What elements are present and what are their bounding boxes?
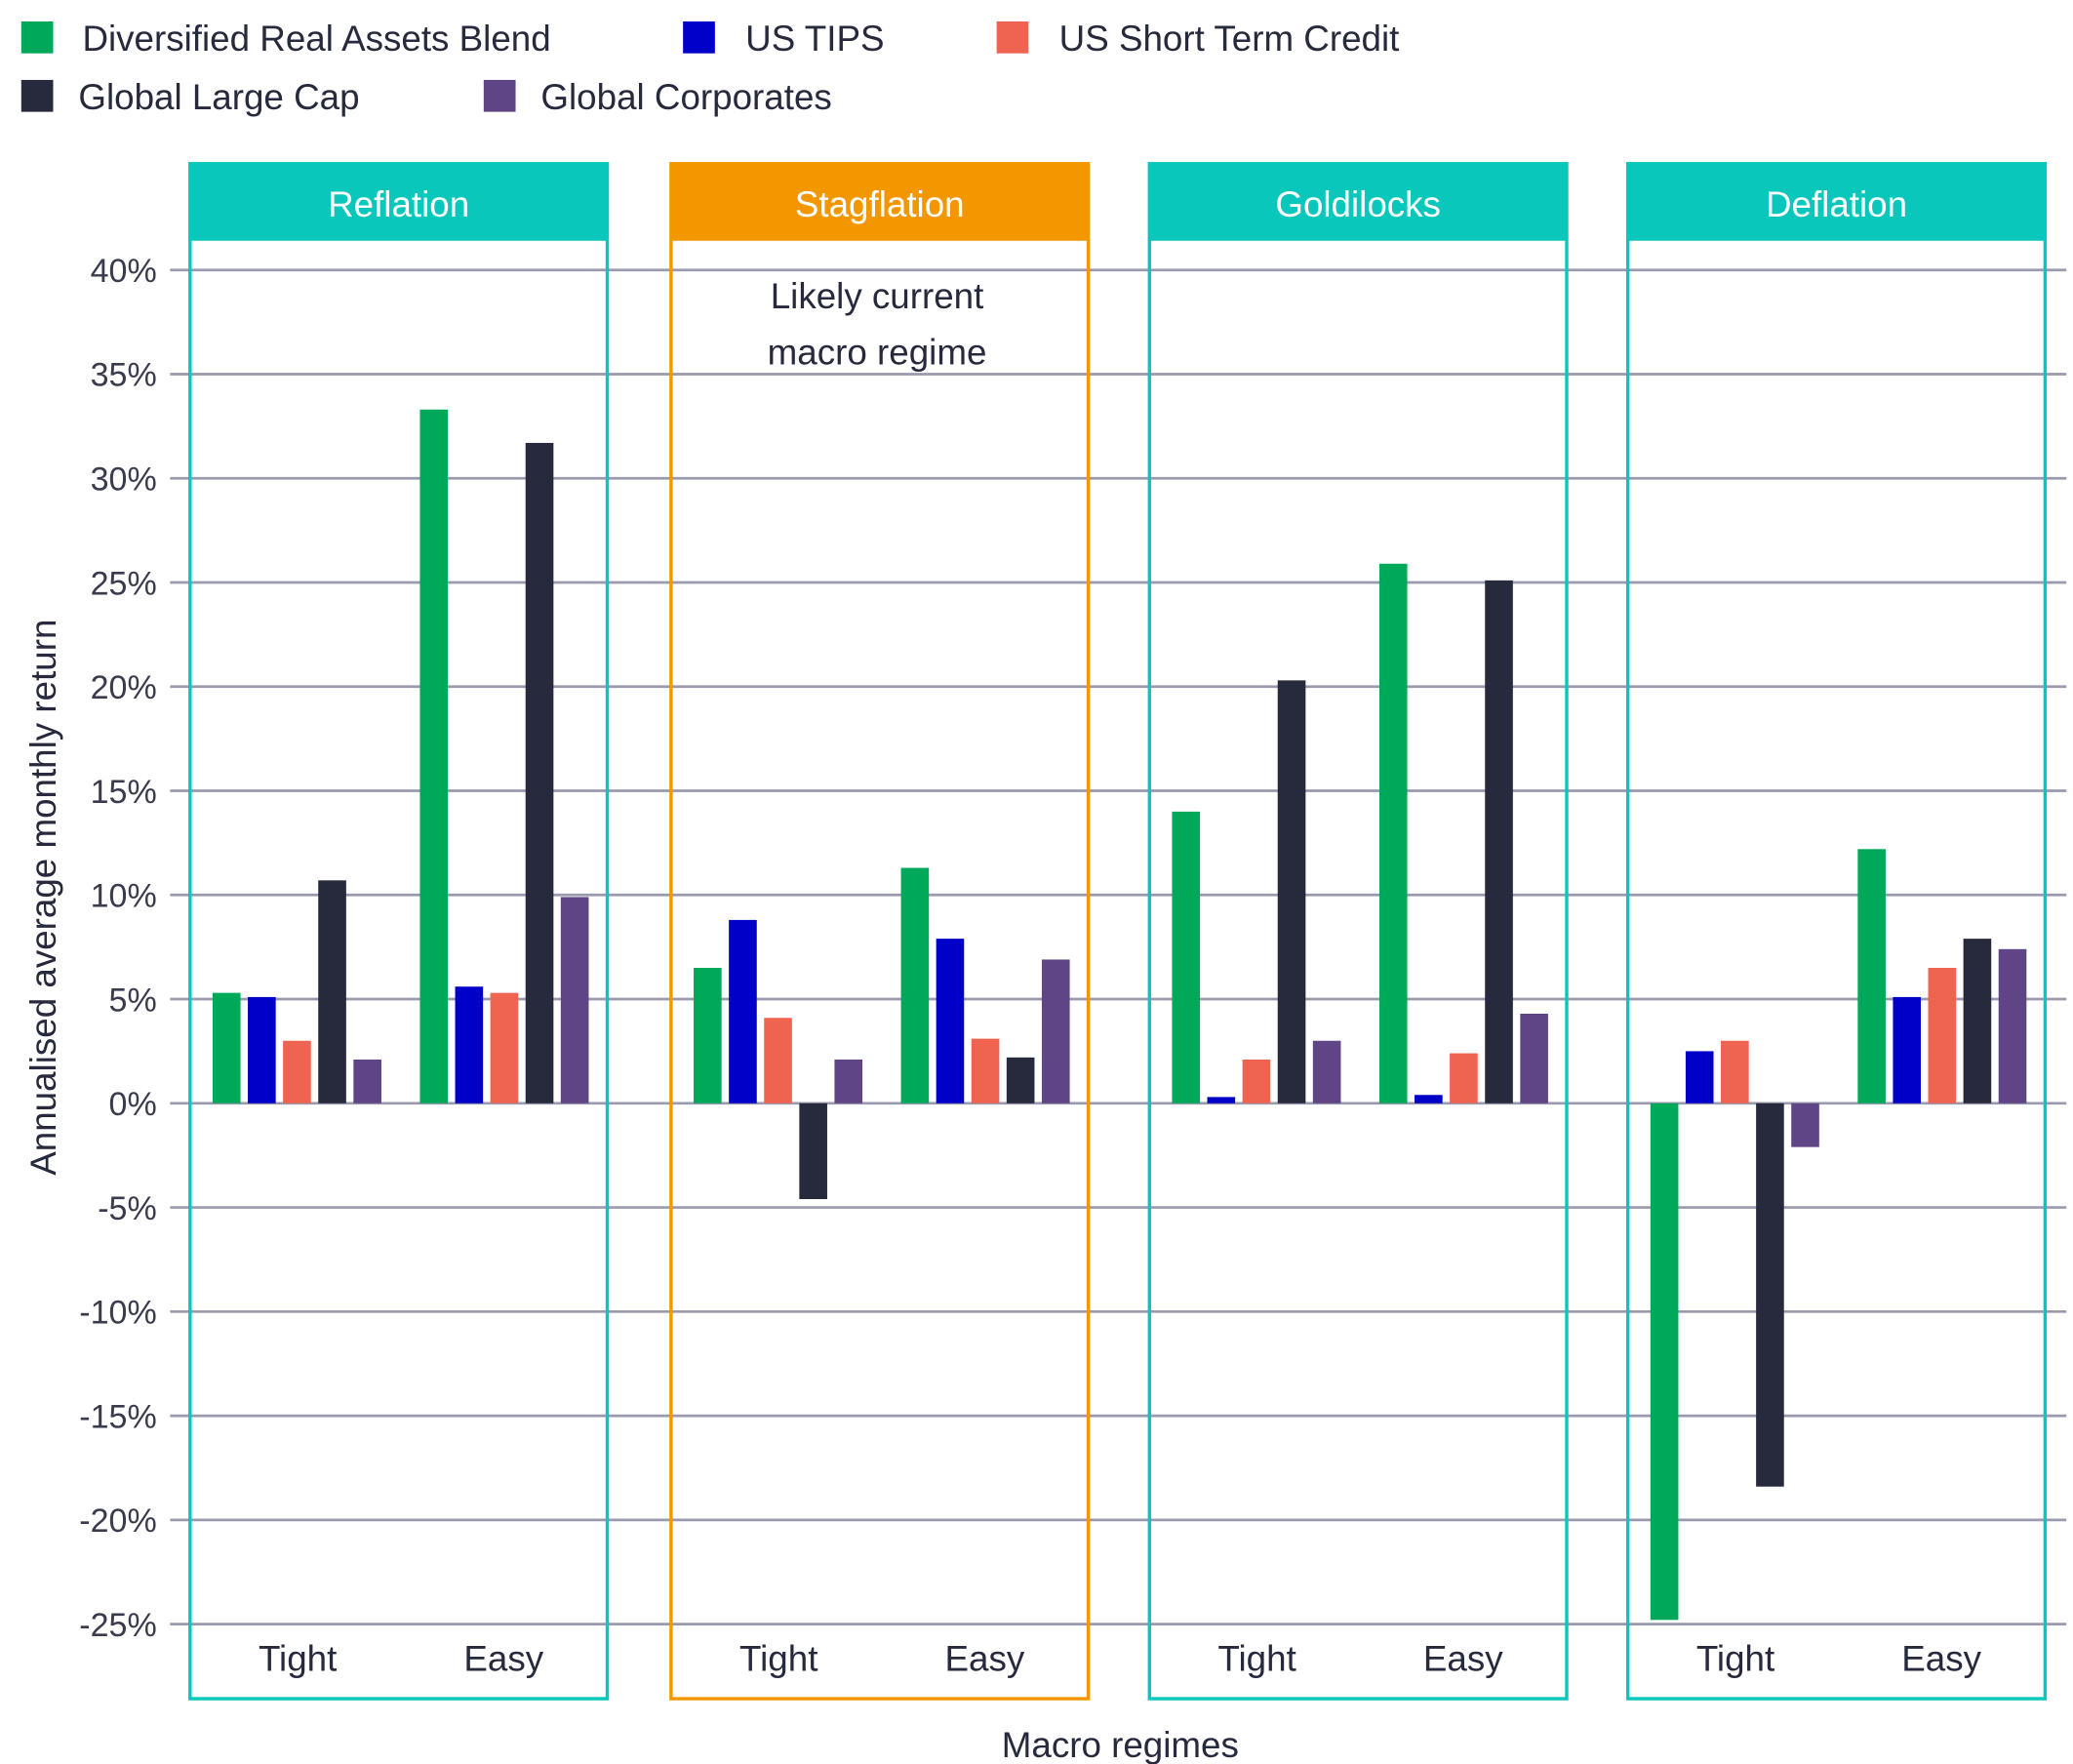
bar — [1378, 563, 1408, 1103]
x-category-label: Tight — [259, 1638, 337, 1678]
bar — [1277, 680, 1306, 1103]
bar — [1207, 1097, 1236, 1103]
y-tick-label: 0% — [109, 1086, 157, 1123]
y-tick-label: 10% — [91, 878, 157, 915]
bar — [1756, 1102, 1784, 1487]
bar — [799, 1102, 827, 1200]
legend-label: US TIPS — [745, 19, 884, 59]
bar — [1998, 948, 2027, 1103]
bar — [936, 939, 965, 1103]
bar — [900, 867, 930, 1103]
y-tick-label: 20% — [91, 669, 157, 706]
bar — [1520, 1013, 1548, 1103]
regime-header — [1149, 163, 1568, 241]
legend-swatch — [996, 20, 1029, 54]
legend-swatch — [20, 20, 54, 54]
bar — [1928, 968, 1957, 1103]
bar — [834, 1059, 863, 1103]
bar — [248, 996, 276, 1103]
bar — [1685, 1051, 1714, 1103]
annotation-text: Likely current — [771, 276, 984, 316]
bar — [1721, 1040, 1749, 1103]
x-category-label: Tight — [1696, 1638, 1774, 1678]
x-category-label: Easy — [945, 1638, 1025, 1678]
legend-swatch — [683, 20, 715, 54]
x-axis-title: Macro regimes — [1002, 1725, 1239, 1764]
legend-swatch — [20, 79, 54, 112]
bar — [1893, 996, 1922, 1103]
bar — [729, 919, 757, 1103]
y-tick-label: -25% — [79, 1607, 156, 1644]
regime-header — [1627, 163, 2046, 241]
regime-label: Goldilocks — [1275, 184, 1441, 224]
y-tick-label: 35% — [91, 357, 157, 394]
legend-label: Global Large Cap — [78, 77, 359, 117]
y-tick-label: 15% — [91, 774, 157, 811]
x-category-label: Tight — [739, 1638, 817, 1678]
y-tick-label: 25% — [91, 565, 157, 602]
x-category-label: Easy — [1423, 1638, 1503, 1678]
y-axis-title: Annualised average monthly return — [23, 620, 63, 1176]
bar — [1791, 1102, 1819, 1147]
bar — [694, 968, 722, 1103]
y-tick-label: -20% — [79, 1503, 156, 1540]
bar — [283, 1040, 311, 1103]
bar — [318, 880, 346, 1103]
bar — [1450, 1053, 1478, 1103]
bar — [1006, 1057, 1035, 1103]
y-tick-label: 30% — [91, 461, 157, 498]
bar — [1312, 1040, 1341, 1103]
bar — [1041, 959, 1070, 1103]
y-tick-label: 5% — [109, 982, 157, 1019]
y-tick-label: -10% — [79, 1295, 156, 1332]
bar — [419, 409, 449, 1103]
x-category-label: Tight — [1217, 1638, 1296, 1678]
bar — [1172, 811, 1201, 1103]
bar — [1242, 1059, 1271, 1103]
bar — [1963, 939, 1992, 1103]
regime-label: Deflation — [1766, 184, 1907, 224]
regime-label: Stagflation — [795, 184, 965, 224]
x-category-label: Easy — [463, 1638, 543, 1678]
regime-header — [189, 163, 608, 241]
legend-label: Global Corporates — [540, 77, 831, 117]
bar — [1485, 580, 1513, 1103]
bar — [560, 897, 589, 1103]
annotation-text: macro regime — [768, 332, 987, 372]
bar — [455, 986, 484, 1103]
bar — [490, 992, 519, 1103]
bar — [1415, 1095, 1443, 1103]
y-tick-label: -15% — [79, 1398, 156, 1435]
bar — [971, 1038, 1000, 1103]
legend-swatch — [483, 79, 516, 112]
bar — [525, 442, 554, 1103]
x-category-label: Easy — [1901, 1638, 1981, 1678]
bar — [1857, 849, 1886, 1103]
legend-label: US Short Term Credit — [1059, 19, 1400, 59]
bar — [764, 1018, 792, 1103]
regime-header — [670, 163, 1089, 241]
bar — [353, 1059, 381, 1103]
bar — [212, 992, 241, 1103]
regime-panel — [1625, 162, 2048, 1701]
y-tick-label: -5% — [98, 1190, 157, 1227]
y-tick-label: 40% — [91, 253, 157, 290]
regime-label: Reflation — [328, 184, 469, 224]
bar — [1650, 1102, 1679, 1621]
legend-label: Diversified Real Assets Blend — [82, 19, 550, 59]
